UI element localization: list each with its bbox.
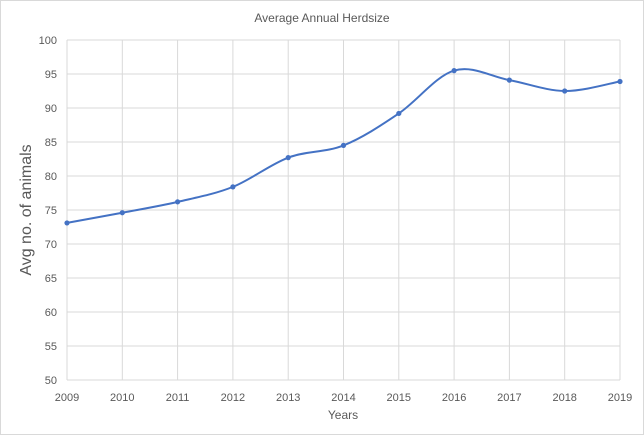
data-point xyxy=(230,184,236,190)
y-tick-label: 65 xyxy=(45,273,57,285)
y-axis-label: Avg no. of animals xyxy=(18,144,35,275)
y-tick-label: 55 xyxy=(45,341,57,353)
x-tick-label: 2017 xyxy=(497,392,521,404)
y-tick-label: 90 xyxy=(45,103,57,115)
x-tick-label: 2014 xyxy=(331,392,355,404)
gridlines xyxy=(66,39,621,381)
x-tick-label: 2019 xyxy=(608,392,632,404)
data-point xyxy=(562,88,568,94)
x-axis-ticks: 2009 2010 2011 2012 2013 2014 2015 2016 2017 2018… xyxy=(55,392,632,404)
y-tick-label: 75 xyxy=(45,205,57,217)
data-point xyxy=(119,210,125,216)
data-point xyxy=(451,68,457,74)
chart-title: Average Annual Herdsize xyxy=(254,11,390,25)
x-axis-label: Years xyxy=(328,408,358,422)
y-axis-ticks: 50 55 60 65 70 75 80 85 90 95 100 xyxy=(39,35,57,387)
y-tick-label: 50 xyxy=(45,375,57,387)
x-tick-label: 2010 xyxy=(110,392,134,404)
x-tick-label: 2013 xyxy=(276,392,300,404)
y-tick-label: 100 xyxy=(39,35,57,47)
y-tick-label: 85 xyxy=(45,137,57,149)
data-point xyxy=(175,199,181,205)
data-point xyxy=(340,142,347,148)
data-point xyxy=(396,110,402,117)
x-tick-label: 2011 xyxy=(166,392,190,404)
data-point xyxy=(617,78,623,85)
x-tick-label: 2015 xyxy=(387,392,411,404)
y-tick-label: 95 xyxy=(45,69,57,81)
x-tick-label: 2016 xyxy=(442,392,466,404)
data-point xyxy=(506,77,512,83)
data-points xyxy=(64,68,623,226)
x-tick-label: 2009 xyxy=(55,392,79,404)
y-tick-label: 70 xyxy=(45,239,57,251)
data-point xyxy=(64,220,70,226)
data-point xyxy=(285,155,291,161)
x-tick-label: 2018 xyxy=(552,392,576,404)
x-tick-label: 2012 xyxy=(221,392,245,404)
y-tick-label: 60 xyxy=(45,307,57,319)
y-tick-label: 80 xyxy=(45,171,57,183)
